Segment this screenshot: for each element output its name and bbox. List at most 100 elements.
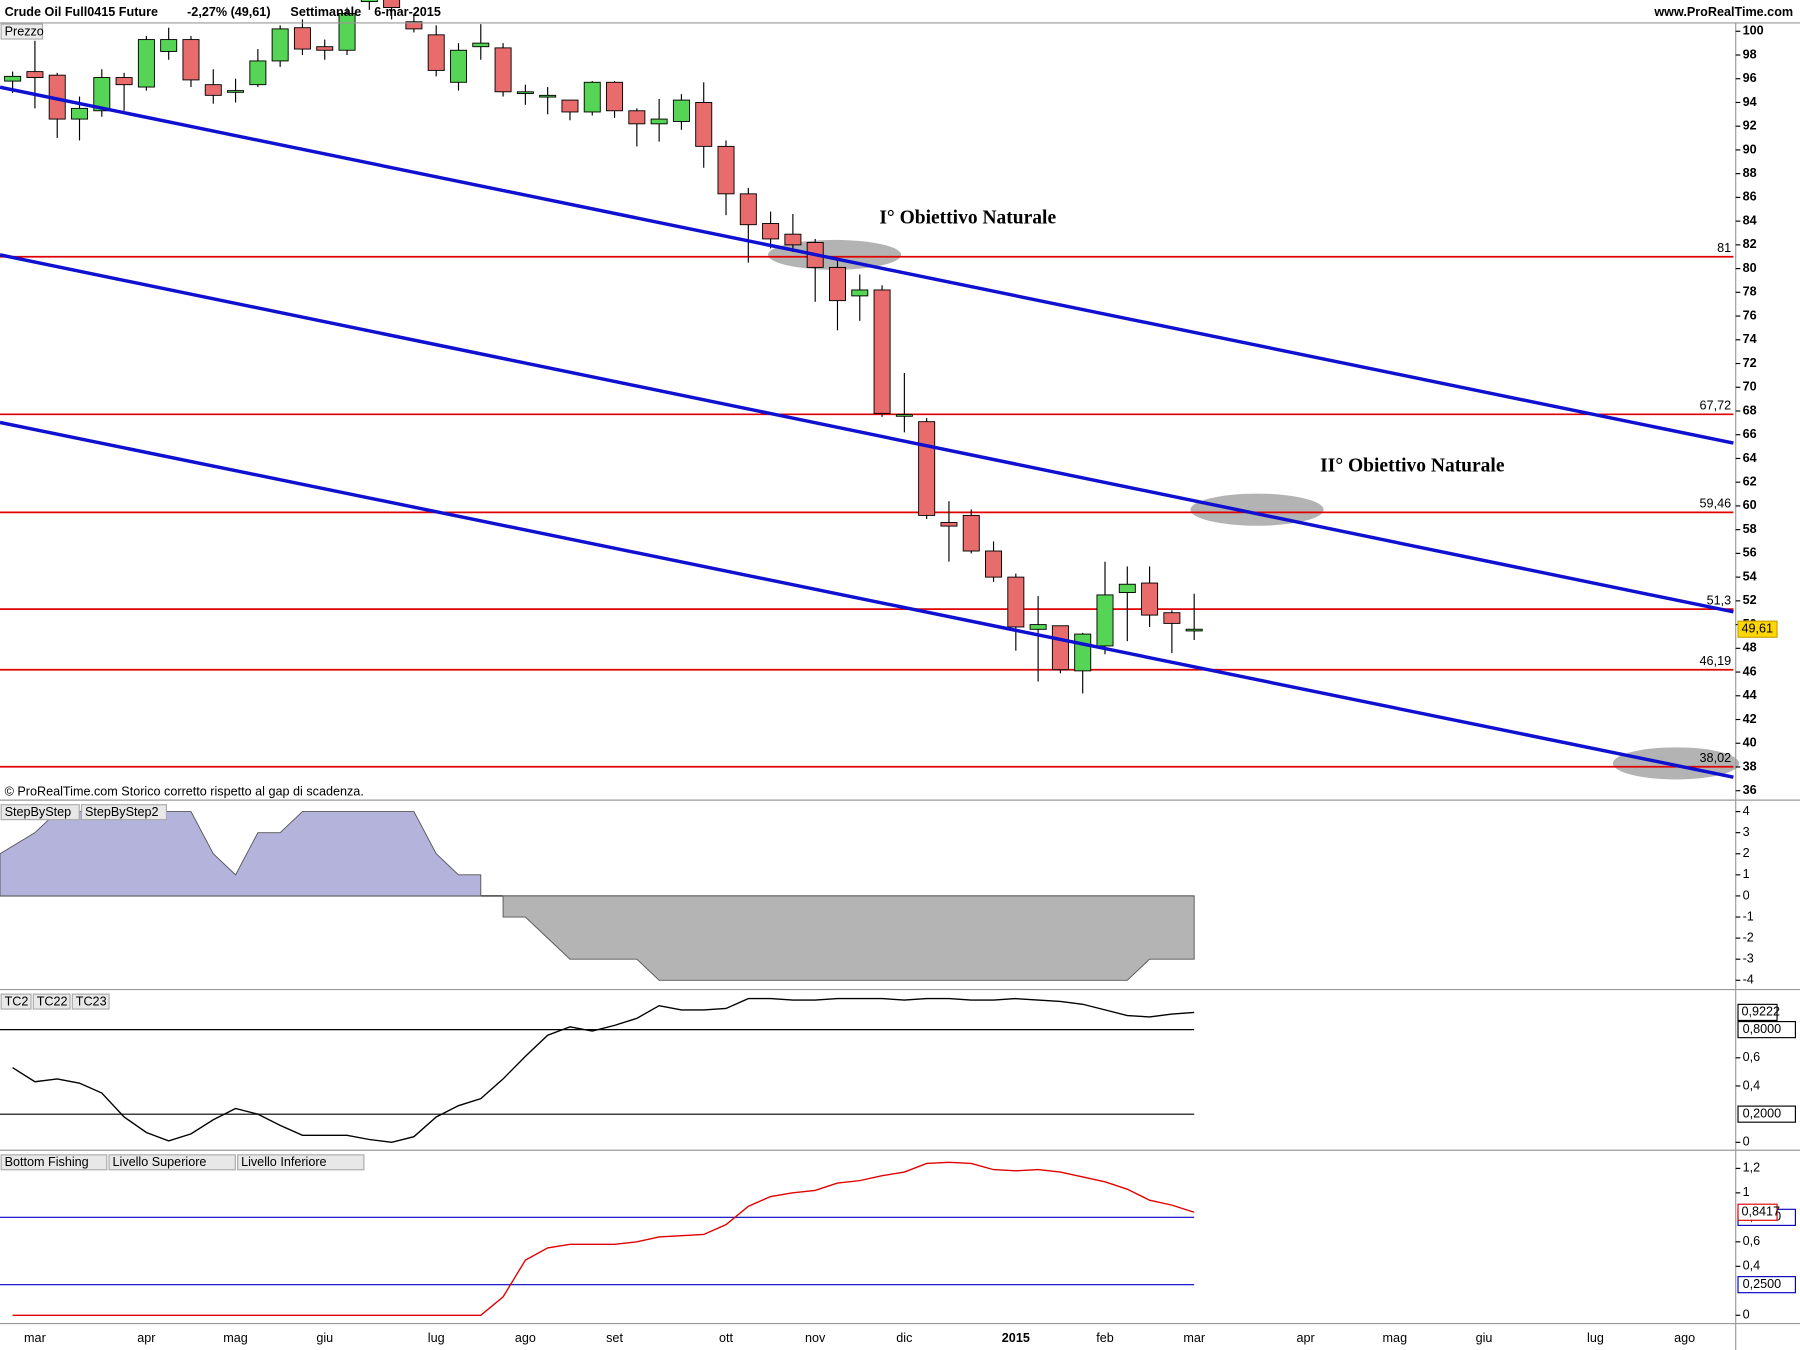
- candle-body: [449, 49, 467, 83]
- y-tick-label: 1,2: [1743, 1161, 1761, 1175]
- legend-box: [237, 1154, 365, 1171]
- last-value-box: [1737, 1003, 1778, 1022]
- y-tick-label: 82: [1743, 237, 1757, 251]
- x-tick-label: 2015: [1002, 1331, 1030, 1345]
- trend-line: [0, 85, 1734, 445]
- y-tick-label: 54: [1743, 569, 1757, 583]
- candle-body: [494, 47, 512, 93]
- y-tick-label: 72: [1743, 356, 1757, 370]
- y-tick-label: 4: [1743, 804, 1750, 818]
- source: www.ProRealTime.com: [1653, 5, 1793, 19]
- x-tick-label: ago: [1674, 1331, 1695, 1345]
- legend-box: [0, 993, 32, 1010]
- y-tick-label: 2: [1743, 846, 1750, 860]
- x-tick-label: giu: [316, 1331, 333, 1345]
- last-value-box: [1737, 620, 1778, 638]
- x-tick-label: ott: [719, 1331, 734, 1345]
- candle-body: [739, 193, 757, 226]
- panel-label: Prezzo: [5, 24, 44, 38]
- y-tick-label: 56: [1743, 546, 1757, 560]
- y-tick-label: -3: [1743, 952, 1754, 966]
- candle-body: [1007, 576, 1025, 628]
- x-tick-label: giu: [1476, 1331, 1493, 1345]
- y-tick-label: 62: [1743, 475, 1757, 489]
- level-label-box: [1737, 1105, 1796, 1123]
- footnote: © ProRealTime.com Storico corretto rispe…: [5, 784, 364, 798]
- legend-box: [32, 993, 71, 1010]
- candle-body: [1051, 625, 1069, 671]
- y-tick-label: 90: [1743, 142, 1757, 156]
- y-tick-label: 60: [1743, 498, 1757, 512]
- candle-body: [1074, 633, 1092, 672]
- candle-body: [1029, 624, 1047, 630]
- level-label: 51,3: [1707, 593, 1732, 607]
- legend-label: TC22: [37, 994, 68, 1008]
- level-label: 81: [1717, 241, 1731, 255]
- y-tick-label: 66: [1743, 427, 1757, 441]
- y-tick-label: 36: [1743, 783, 1757, 797]
- candle-body: [405, 21, 423, 30]
- level-label: 0,2000: [1743, 1106, 1782, 1120]
- y-tick-label: 100: [1743, 24, 1764, 38]
- y-tick-label: 58: [1743, 522, 1757, 536]
- y-tick-label: 94: [1743, 95, 1757, 109]
- candle-body: [583, 81, 601, 113]
- annotation: II° Obiettivo Naturale: [1320, 456, 1505, 477]
- y-tick-label: 98: [1743, 47, 1757, 61]
- legend-box: [0, 1154, 108, 1171]
- candle-body: [650, 118, 668, 125]
- y-tick-label: 38: [1743, 759, 1757, 773]
- candle-body: [182, 39, 200, 81]
- candle-body: [1141, 582, 1159, 616]
- level-label: 59,46: [1700, 497, 1732, 511]
- level-label: 67,72: [1700, 399, 1732, 413]
- legend-label: StepByStep: [5, 805, 72, 819]
- y-tick-label: 0,6: [1743, 1050, 1761, 1064]
- candle-body: [360, 0, 378, 3]
- x-tick-label: lug: [1587, 1331, 1604, 1345]
- x-tick-label: lug: [428, 1331, 445, 1345]
- candle-body: [873, 289, 891, 414]
- candle-body: [784, 233, 802, 246]
- level-label-box: [1737, 1276, 1796, 1294]
- y-tick-label: 1: [1743, 1185, 1750, 1199]
- candle-body: [472, 42, 490, 48]
- candle-body: [539, 94, 557, 98]
- x-tick-label: mar: [24, 1331, 46, 1345]
- candle-body: [271, 28, 289, 62]
- y-tick-label: -4: [1743, 973, 1754, 987]
- legend-box: [80, 804, 168, 821]
- y-tick-label: 64: [1743, 451, 1757, 465]
- candle-body: [985, 550, 1003, 578]
- layer: I° Obiettivo Naturale II° Obiettivo Natu…: [0, 5, 1800, 1350]
- y-tick-label: 96: [1743, 71, 1757, 85]
- candle-body: [427, 34, 445, 71]
- x-tick-label: apr: [137, 1331, 155, 1345]
- change: -2,27% (49,61): [187, 5, 270, 19]
- candle-body: [204, 84, 222, 96]
- candle-body: [940, 522, 958, 527]
- legend-label: Livello Superiore: [113, 1155, 207, 1169]
- candle-body: [717, 145, 735, 195]
- candle-body: [4, 75, 22, 82]
- level-label: 46,19: [1700, 654, 1732, 668]
- candle-body: [93, 77, 111, 112]
- candle-body: [516, 91, 534, 94]
- title: Crude Oil Full0415 Future: [5, 5, 158, 19]
- target-zone: [1190, 493, 1324, 526]
- y-tick-label: 46: [1743, 664, 1757, 678]
- legend-label: StepByStep2: [85, 805, 159, 819]
- y-tick-label: 80: [1743, 261, 1757, 275]
- trend-line: [0, 420, 1734, 779]
- legend-label: Bottom Fishing: [5, 1155, 89, 1169]
- candle-body: [828, 266, 846, 302]
- candle-body: [137, 39, 155, 88]
- x-tick-label: mag: [1383, 1331, 1408, 1345]
- candle-body: [227, 90, 245, 93]
- y-tick-label: -2: [1743, 930, 1754, 944]
- x-tick-label: ago: [515, 1331, 536, 1345]
- y-tick-label: 0: [1743, 1308, 1750, 1322]
- period: Settimanale: [290, 5, 361, 19]
- target-zone: [767, 239, 902, 270]
